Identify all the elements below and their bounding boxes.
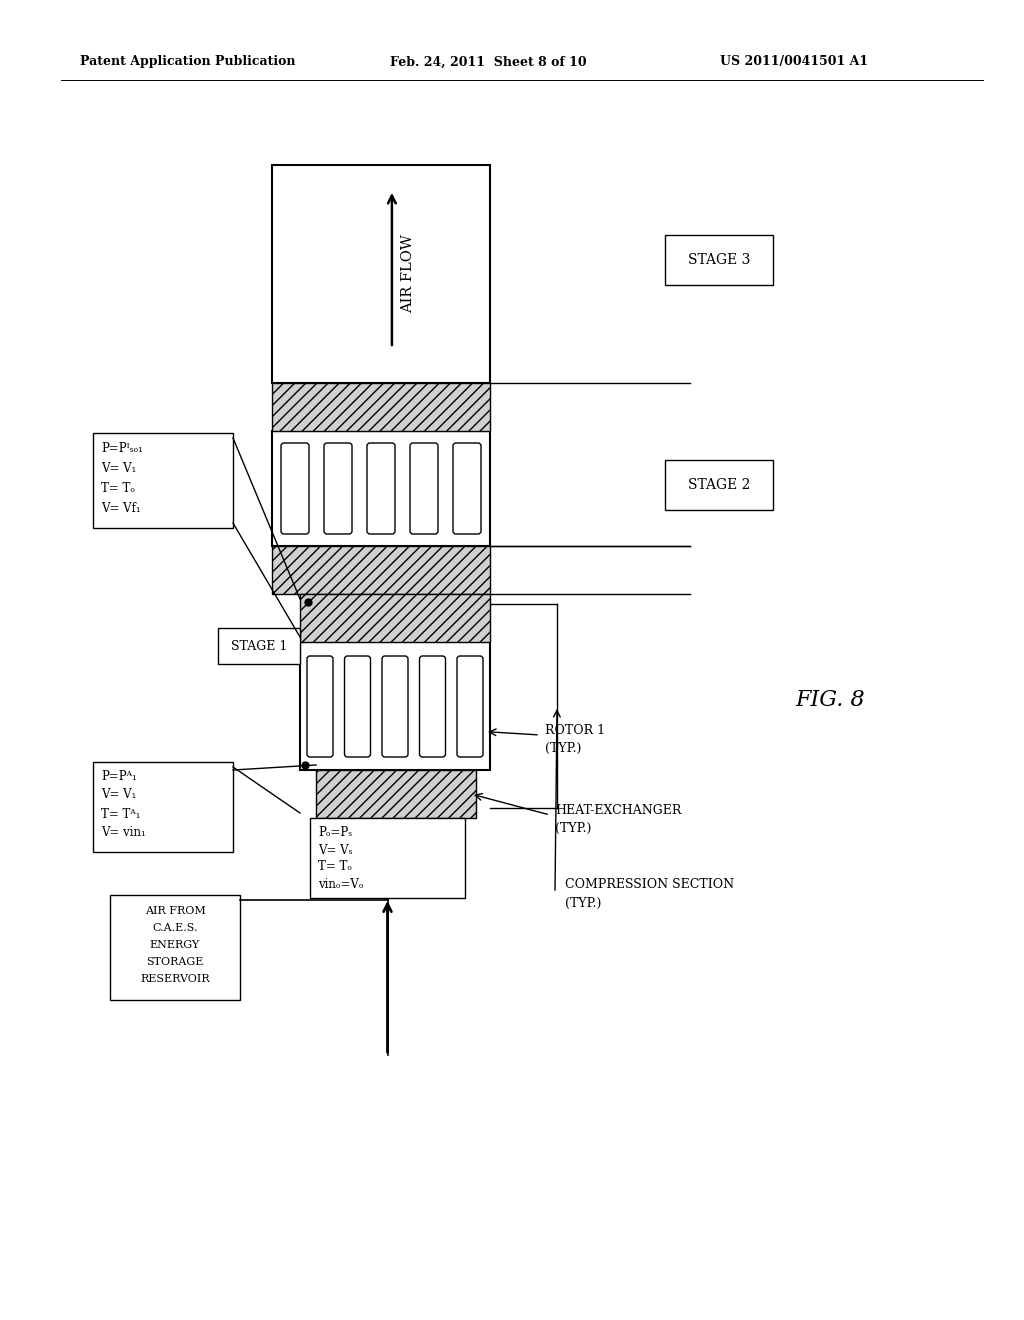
Text: V= vin₁: V= vin₁ xyxy=(101,826,145,840)
Bar xyxy=(272,383,490,432)
Text: STORAGE: STORAGE xyxy=(146,957,204,968)
Text: V= Vₛ: V= Vₛ xyxy=(318,843,352,857)
Text: (TYP.): (TYP.) xyxy=(555,821,592,834)
Text: ROTOR 1: ROTOR 1 xyxy=(545,723,605,737)
Text: STAGE 1: STAGE 1 xyxy=(230,639,287,652)
Text: AIR FROM: AIR FROM xyxy=(144,906,206,916)
Text: vinₒ=Vₒ: vinₒ=Vₒ xyxy=(318,878,364,891)
Text: ENERGY: ENERGY xyxy=(150,940,200,950)
FancyBboxPatch shape xyxy=(382,656,408,756)
Text: AIR FLOW: AIR FLOW xyxy=(401,235,415,313)
Bar xyxy=(310,818,465,898)
Bar xyxy=(272,432,490,546)
FancyBboxPatch shape xyxy=(307,656,333,756)
Bar xyxy=(300,594,490,642)
Text: P=Pᴬ₁: P=Pᴬ₁ xyxy=(101,770,137,783)
Text: P=Pᴵₛₒ₁: P=Pᴵₛₒ₁ xyxy=(101,442,143,455)
Text: RESERVOIR: RESERVOIR xyxy=(140,974,210,983)
Text: T= Tₒ: T= Tₒ xyxy=(318,861,352,874)
FancyBboxPatch shape xyxy=(457,656,483,756)
Text: V= V₁: V= V₁ xyxy=(101,788,136,801)
Text: HEAT-EXCHANGER: HEAT-EXCHANGER xyxy=(555,804,681,817)
Text: COMPRESSION SECTION: COMPRESSION SECTION xyxy=(565,879,734,891)
Text: C.A.E.S.: C.A.E.S. xyxy=(153,923,198,933)
Text: Pₒ=Pₛ: Pₒ=Pₛ xyxy=(318,826,352,840)
Bar xyxy=(300,642,490,770)
Bar xyxy=(665,235,773,285)
Bar xyxy=(272,165,490,383)
Text: Patent Application Publication: Patent Application Publication xyxy=(80,55,296,69)
Text: FIG. 8: FIG. 8 xyxy=(796,689,865,711)
Text: (TYP.): (TYP.) xyxy=(565,896,601,909)
FancyBboxPatch shape xyxy=(453,444,481,535)
Bar xyxy=(272,546,490,594)
Text: (TYP.): (TYP.) xyxy=(545,742,582,755)
Text: STAGE 2: STAGE 2 xyxy=(688,478,751,492)
FancyBboxPatch shape xyxy=(281,444,309,535)
FancyBboxPatch shape xyxy=(420,656,445,756)
Bar xyxy=(110,895,240,1001)
Text: STAGE 3: STAGE 3 xyxy=(688,253,751,267)
FancyBboxPatch shape xyxy=(324,444,352,535)
FancyBboxPatch shape xyxy=(367,444,395,535)
FancyBboxPatch shape xyxy=(344,656,371,756)
Text: V= V₁: V= V₁ xyxy=(101,462,136,475)
Text: US 2011/0041501 A1: US 2011/0041501 A1 xyxy=(720,55,868,69)
Text: T= Tₒ: T= Tₒ xyxy=(101,483,135,495)
Bar xyxy=(218,628,300,664)
Text: Feb. 24, 2011  Sheet 8 of 10: Feb. 24, 2011 Sheet 8 of 10 xyxy=(390,55,587,69)
Bar xyxy=(93,433,233,528)
Bar xyxy=(93,762,233,851)
FancyBboxPatch shape xyxy=(410,444,438,535)
Text: V= Vf₁: V= Vf₁ xyxy=(101,503,140,516)
Bar xyxy=(665,459,773,510)
Bar xyxy=(316,770,476,818)
Text: T= Tᴬ₁: T= Tᴬ₁ xyxy=(101,808,140,821)
